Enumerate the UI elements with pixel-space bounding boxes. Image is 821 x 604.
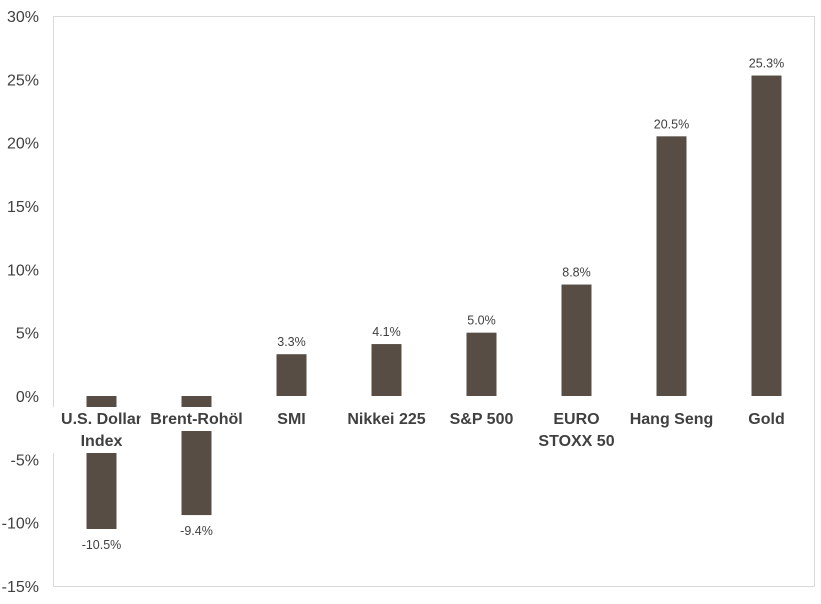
category-label: Gold xyxy=(748,411,784,428)
data-label: 8.8% xyxy=(562,266,591,280)
y-tick-label: 15% xyxy=(7,199,39,216)
y-tick-label: 0% xyxy=(16,389,39,406)
data-label: -9.4% xyxy=(180,524,213,538)
data-label: 25.3% xyxy=(749,57,784,71)
bar xyxy=(656,136,687,397)
category-label: Hang Seng xyxy=(630,411,714,428)
category-label-background xyxy=(744,407,789,431)
category-label: EURO STOXX 50 xyxy=(538,411,614,450)
bar xyxy=(561,284,592,396)
category-label-background xyxy=(45,407,158,453)
category-label: S&P 500 xyxy=(450,411,514,428)
category-label: U.S. Dollar Index xyxy=(61,411,142,450)
y-tick-label: 25% xyxy=(7,72,39,89)
category-label-background xyxy=(335,407,438,431)
bar xyxy=(371,344,402,396)
data-label: -10.5% xyxy=(82,538,122,552)
data-label: 20.5% xyxy=(654,117,689,131)
y-tick-label: 5% xyxy=(16,326,39,343)
category-label-background xyxy=(535,407,618,453)
bar xyxy=(276,354,307,396)
bar xyxy=(466,332,497,396)
y-tick-label: 20% xyxy=(7,136,39,153)
category-label-background xyxy=(625,407,718,431)
y-tick-label: -10% xyxy=(2,516,39,533)
data-label: 3.3% xyxy=(277,335,306,349)
y-tick-label: 30% xyxy=(7,9,39,26)
category-label-background xyxy=(140,407,253,431)
plot-frame xyxy=(53,16,815,587)
y-tick-label: -5% xyxy=(11,452,39,469)
category-label: Nikkei 225 xyxy=(347,411,425,428)
category-label-background xyxy=(445,407,518,431)
data-label: 5.0% xyxy=(467,314,496,328)
data-label: 4.1% xyxy=(372,325,401,339)
category-label: SMI xyxy=(277,411,305,428)
category-label-background xyxy=(274,407,309,431)
category-label: Brent-Rohöl xyxy=(150,411,242,428)
y-tick-label: 10% xyxy=(7,262,39,279)
bar xyxy=(751,75,782,397)
y-tick-label: -15% xyxy=(2,579,39,596)
